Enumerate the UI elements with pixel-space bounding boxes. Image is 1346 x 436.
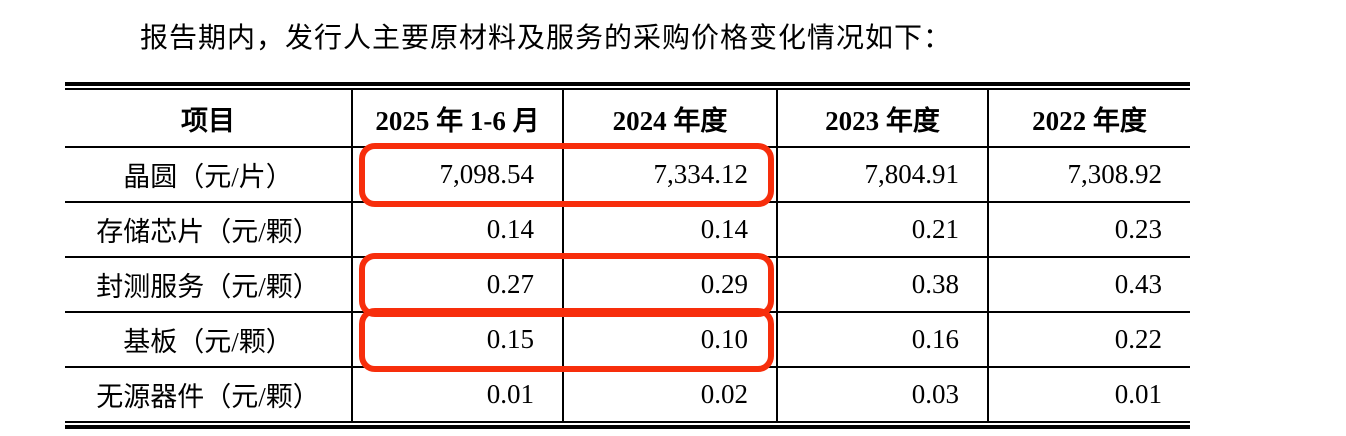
value-cell: 0.29 (562, 257, 777, 313)
table-row: 基板（元/颗） 0.15 0.10 0.16 0.22 (65, 312, 1190, 368)
value-cell: 0.02 (562, 367, 777, 421)
header-cell: 2022 年度 (987, 90, 1190, 148)
table-row: 存储芯片（元/颗） 0.14 0.14 0.21 0.23 (65, 202, 1190, 258)
table-container: 项目 2025 年 1-6 月 2024 年度 2023 年度 2022 年度 晶圆（元… (65, 82, 1190, 429)
table-header: 项目 2025 年 1-6 月 2024 年度 2023 年度 2022 年度 (65, 90, 1190, 148)
header-cell: 2025 年 1-6 月 (351, 90, 563, 148)
header-cell: 项目 (65, 90, 352, 148)
value-cell: 0.14 (351, 202, 563, 258)
header-cell: 2024 年度 (562, 90, 777, 148)
row-label: 无源器件（元/颗） (96, 382, 320, 412)
row-label: 存储芯片（元/颗） (65, 202, 352, 258)
value-cell: 0.43 (987, 257, 1190, 313)
table-row: 无源器件（元/颗） 0.01 0.02 0.03 0.01 (65, 367, 1190, 421)
value-cell: 7,308.92 (987, 147, 1190, 203)
table-bottom-rule (65, 421, 1190, 429)
header-cell: 2023 年度 (776, 90, 988, 148)
row-label: 晶圆（元/片） (65, 147, 352, 203)
value-cell: 7,334.12 (562, 147, 777, 203)
value-cell: 0.15 (351, 312, 563, 368)
value-cell: 0.27 (351, 257, 563, 313)
value-cell: 0.22 (987, 312, 1190, 368)
value-cell: 7,804.91 (776, 147, 988, 203)
row-label: 基板（元/颗） (65, 312, 352, 368)
value-cell: 0.16 (776, 312, 988, 368)
value-cell: 0.03 (776, 367, 988, 421)
table-row: 封测服务（元/颗） 0.27 0.29 0.38 0.43 (65, 257, 1190, 313)
row-label: 封测服务（元/颗） (65, 257, 352, 313)
value-cell: 7,098.54 (351, 147, 563, 203)
value-cell: 0.21 (776, 202, 988, 258)
value-cell: 0.14 (562, 202, 777, 258)
value-cell: 0.01 (351, 367, 563, 421)
value-cell: 0.38 (776, 257, 988, 313)
table-body: 晶圆（元/片） 7,098.54 7,334.12 7,804.91 7,308.92 存… (65, 147, 1190, 421)
price-table: 项目 2025 年 1-6 月 2024 年度 2023 年度 2022 年度 晶圆（元… (65, 90, 1190, 421)
table-top-rule (65, 82, 1190, 90)
value-cell: 0.01 (987, 367, 1190, 421)
intro-text: 报告期内，发行人主要原材料及服务的采购价格变化情况如下： (140, 23, 953, 54)
value-cell: 0.23 (987, 202, 1190, 258)
value-cell: 0.10 (562, 312, 777, 368)
table-row: 晶圆（元/片） 7,098.54 7,334.12 7,804.91 7,308.92 (65, 147, 1190, 203)
header-row: 项目 2025 年 1-6 月 2024 年度 2023 年度 2022 年度 (65, 90, 1190, 148)
